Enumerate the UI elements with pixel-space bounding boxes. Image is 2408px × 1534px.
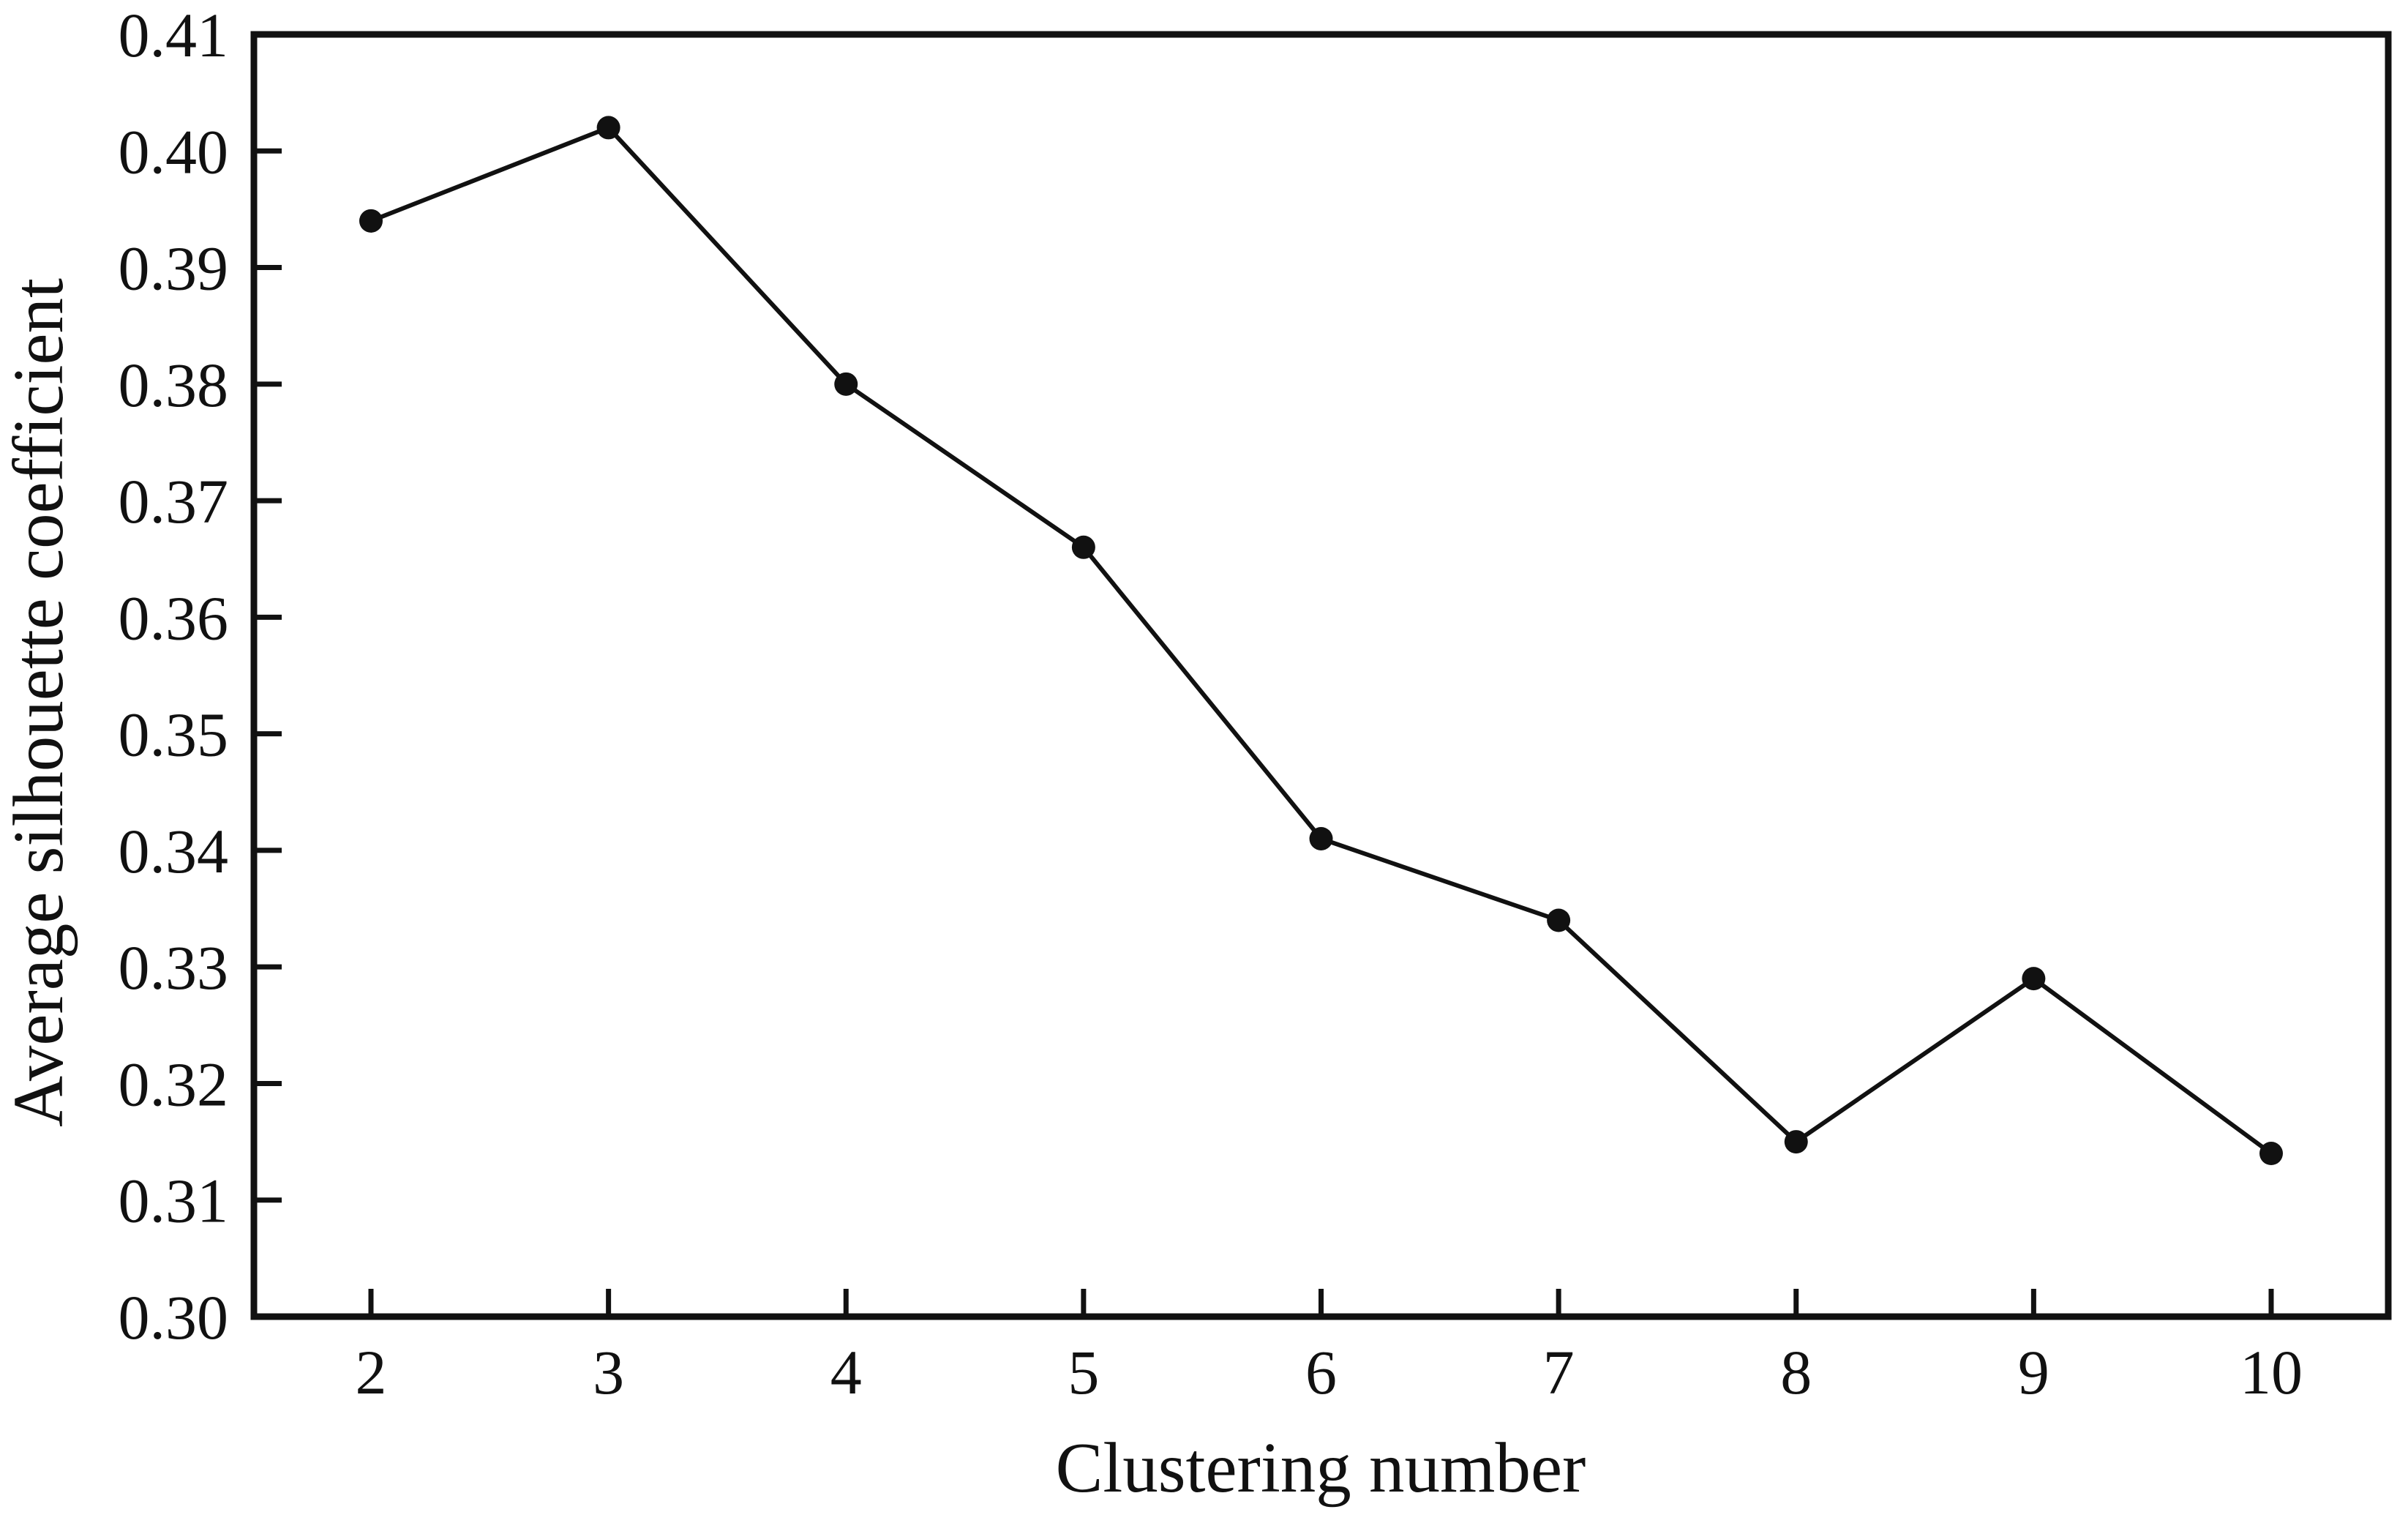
data-point xyxy=(1547,908,1571,932)
y-tick-label: 0.39 xyxy=(119,233,229,304)
x-tick-label: 6 xyxy=(1305,1337,1337,1407)
series-line xyxy=(369,125,2273,1156)
axis-tick-labels: 0.30 0.31 0.32 0.33 0.34 0.35 0.36 0.37 0.38 0.39… xyxy=(119,0,2303,1407)
x-tick-label: 7 xyxy=(1543,1337,1575,1407)
x-tick-label: 10 xyxy=(2240,1337,2303,1407)
y-tick-label: 0.32 xyxy=(119,1049,229,1119)
x-axis-title: Clustering number xyxy=(1056,1429,1586,1507)
y-tick-label: 0.30 xyxy=(119,1282,229,1352)
x-tick-label: 4 xyxy=(830,1337,862,1407)
x-tick-label: 8 xyxy=(1780,1337,1812,1407)
data-series xyxy=(359,116,2283,1166)
data-point xyxy=(2022,967,2046,991)
x-tick-label: 9 xyxy=(2018,1337,2049,1407)
data-point xyxy=(834,372,858,396)
x-tick-label: 5 xyxy=(1068,1337,1099,1407)
data-point xyxy=(1071,535,1095,559)
y-tick-label: 0.37 xyxy=(119,466,229,536)
data-point xyxy=(1784,1130,1808,1154)
plot-border xyxy=(250,31,2392,1320)
y-tick-label: 0.38 xyxy=(119,350,229,420)
y-tick-label: 0.40 xyxy=(119,116,229,187)
data-point xyxy=(359,209,383,233)
y-tick-label: 0.34 xyxy=(119,816,229,886)
x-tick-label: 3 xyxy=(593,1337,624,1407)
x-tick-label: 2 xyxy=(356,1337,387,1407)
data-point xyxy=(1309,826,1333,850)
y-tick-label: 0.36 xyxy=(119,583,229,653)
axis-ticks xyxy=(254,148,2274,1317)
y-tick-label: 0.31 xyxy=(119,1166,229,1236)
y-tick-label: 0.33 xyxy=(119,932,229,1003)
y-tick-label: 0.41 xyxy=(119,0,229,70)
data-point xyxy=(2259,1142,2283,1166)
y-axis-title: Average silhouette coefficient xyxy=(0,278,78,1127)
y-tick-label: 0.35 xyxy=(119,700,229,770)
data-point xyxy=(596,116,620,140)
